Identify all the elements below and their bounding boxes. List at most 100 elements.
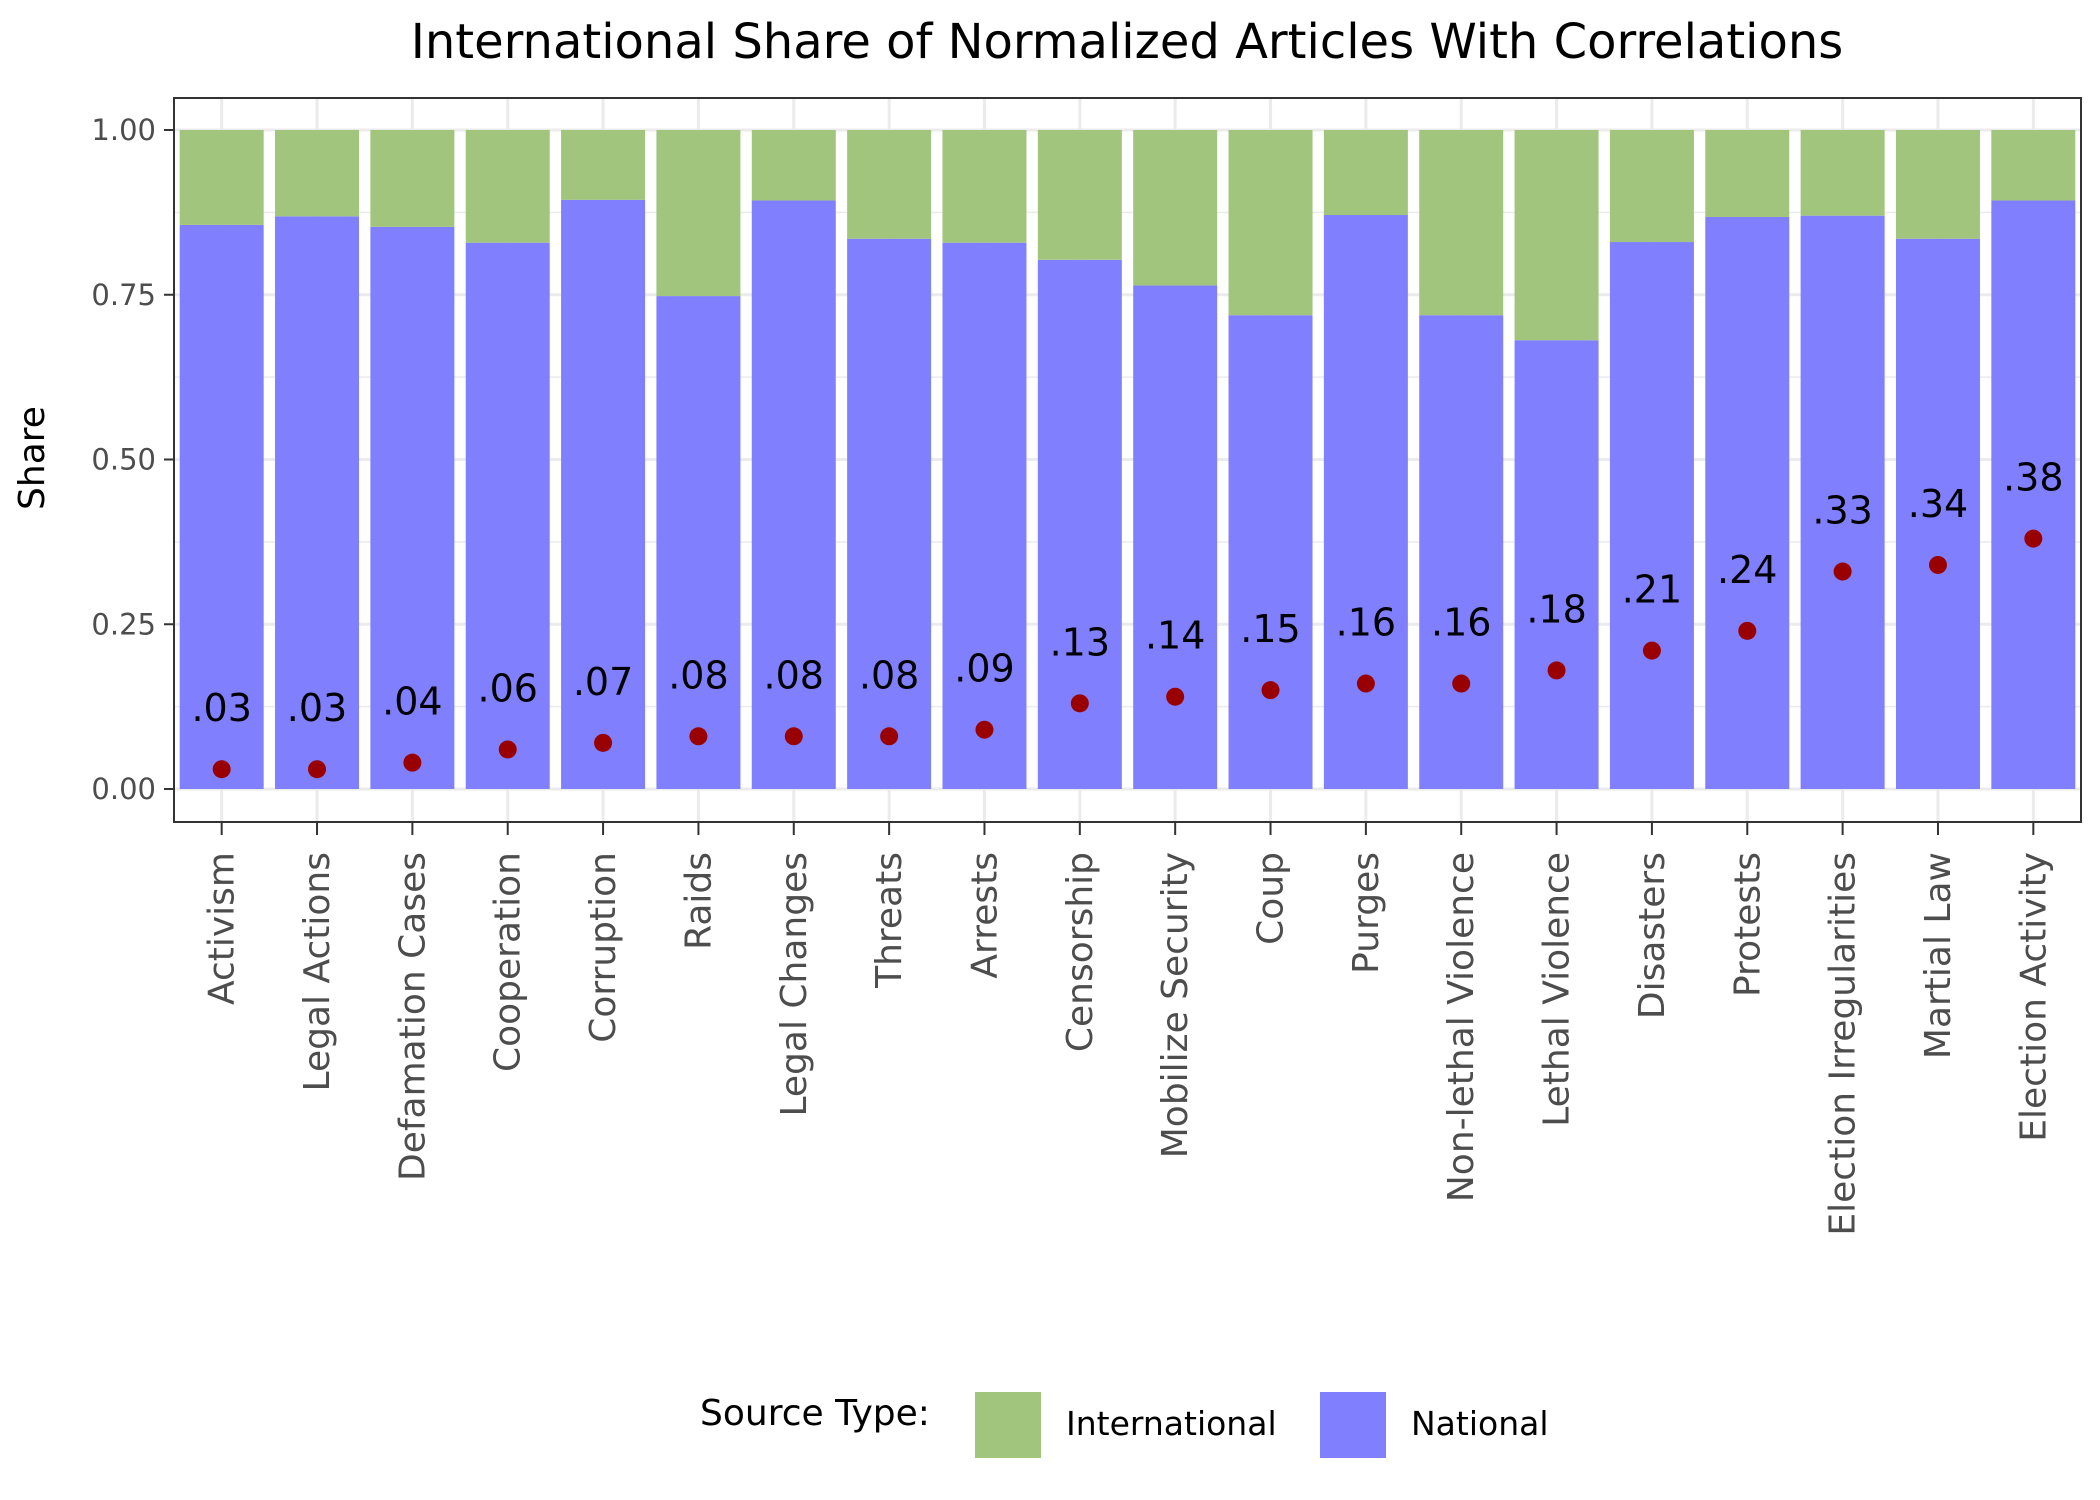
- bar-international-mobilize-security: [1133, 130, 1218, 286]
- bar-international-raids: [656, 130, 741, 297]
- correlation-label: .08: [764, 653, 824, 697]
- bar-national-threats: [847, 238, 932, 790]
- bar-international-coup: [1228, 130, 1313, 316]
- correlation-label: .09: [954, 647, 1014, 691]
- correlation-point: [1070, 694, 1089, 713]
- bar-national-mobilize-security: [1133, 285, 1218, 789]
- correlation-point: [1452, 674, 1471, 693]
- bar-national-protests: [1705, 216, 1790, 789]
- legend-key-national: [1320, 1392, 1386, 1458]
- y-tick-label: 0.00: [91, 772, 156, 806]
- legend-title: Source Type:: [700, 1393, 930, 1434]
- correlation-point: [1356, 674, 1375, 693]
- x-tick-label: Cooperation: [488, 852, 529, 1072]
- correlation-point: [1547, 661, 1566, 680]
- y-tick-label: 0.75: [91, 278, 156, 312]
- bar-international-activism: [179, 130, 264, 225]
- bar-international-protests: [1705, 130, 1790, 217]
- y-axis: 0.00 0.25 0.50 0.75 1.00: [91, 113, 174, 806]
- x-tick-label: Corruption: [583, 852, 624, 1043]
- correlation-point: [880, 727, 899, 746]
- correlation-label: .07: [573, 660, 633, 704]
- correlation-point: [1166, 687, 1185, 706]
- correlation-label: .38: [2003, 456, 2063, 500]
- bar-international-martial-law: [1895, 130, 1980, 239]
- x-tick-label: Election Activity: [2013, 852, 2054, 1142]
- correlation-point: [1833, 562, 1852, 581]
- x-tick-label: Coup: [1251, 852, 1292, 945]
- correlation-point: [403, 753, 422, 772]
- x-axis: Activism Legal Actions Defamation Cases Coo…: [202, 822, 2054, 1236]
- bar-national-coup: [1228, 315, 1313, 789]
- bar-international-corruption: [561, 130, 646, 200]
- correlation-point: [1261, 681, 1280, 700]
- chart-title: International Share of Normalized Articl…: [411, 14, 1844, 70]
- bar-national-activism: [179, 224, 264, 789]
- y-axis-title: Share: [12, 406, 53, 510]
- bar-national-arrests: [942, 242, 1027, 790]
- correlation-label: .04: [382, 680, 442, 724]
- bar-national-lethal-violence: [1514, 340, 1599, 789]
- bar-international-defamation-cases: [370, 130, 455, 227]
- correlation-point: [975, 720, 994, 739]
- correlation-point: [594, 733, 613, 752]
- bars: [179, 130, 2076, 790]
- x-tick-label: Lethal Violence: [1537, 852, 1578, 1127]
- y-tick-label: 0.50: [91, 443, 156, 477]
- correlation-label: .03: [191, 686, 251, 730]
- correlation-point: [784, 727, 803, 746]
- bar-international-legal-actions: [275, 130, 360, 217]
- correlation-label: .16: [1431, 601, 1491, 645]
- x-tick-label: Disasters: [1632, 852, 1673, 1019]
- correlation-point: [212, 760, 231, 779]
- x-tick-label: Non-lethal Violence: [1441, 852, 1482, 1202]
- correlation-points: [212, 529, 2043, 779]
- x-tick-label: Threats: [869, 852, 910, 989]
- bar-international-election-irregularities: [1800, 130, 1885, 216]
- correlation-label: .03: [287, 686, 347, 730]
- correlation-point: [308, 760, 327, 779]
- x-tick-label: Protests: [1727, 852, 1768, 997]
- bar-international-threats: [847, 130, 932, 239]
- x-tick-label: Martial Law: [1918, 852, 1959, 1059]
- correlation-label: .33: [1812, 489, 1872, 533]
- y-tick-label: 0.25: [91, 607, 156, 641]
- bar-national-purges: [1323, 215, 1408, 790]
- correlation-labels: .03 .03 .04 .06 .07 .08 .08 .08 .09 .13 .14 .15 .16.…: [191, 456, 2063, 731]
- bar-national-election-activity: [1991, 200, 2076, 789]
- legend-label-national: National: [1411, 1404, 1549, 1443]
- bar-international-lethal-violence: [1514, 130, 1599, 341]
- x-tick-label: Mobilize Security: [1155, 852, 1196, 1158]
- legend-label-international: International: [1066, 1404, 1277, 1443]
- correlation-label: .21: [1622, 568, 1682, 612]
- bar-national-raids: [656, 296, 741, 789]
- correlation-label: .13: [1050, 620, 1110, 664]
- correlation-point: [689, 727, 708, 746]
- x-tick-label: Election Irregularities: [1823, 852, 1864, 1236]
- bar-national-defamation-cases: [370, 226, 455, 790]
- bar-national-non-lethal-violence: [1419, 315, 1504, 789]
- correlation-label: .14: [1145, 614, 1205, 658]
- correlation-label: .18: [1526, 587, 1586, 631]
- bar-international-censorship: [1037, 130, 1122, 260]
- bar-national-election-irregularities: [1800, 215, 1885, 790]
- bar-national-legal-changes: [751, 200, 836, 789]
- x-tick-label: Legal Actions: [297, 852, 338, 1091]
- bar-national-disasters: [1609, 242, 1694, 789]
- correlation-label: .15: [1240, 607, 1300, 651]
- correlation-point: [1738, 621, 1757, 640]
- bar-national-cooperation: [465, 242, 550, 790]
- bar-national-legal-actions: [275, 216, 360, 790]
- correlation-label: .34: [1908, 482, 1968, 526]
- x-tick-label: Raids: [678, 852, 719, 950]
- bar-international-non-lethal-violence: [1419, 130, 1504, 316]
- correlation-point: [2024, 529, 2043, 548]
- bar-international-legal-changes: [751, 130, 836, 201]
- correlation-point: [1928, 555, 1947, 574]
- x-tick-label: Purges: [1346, 852, 1387, 974]
- bar-national-corruption: [561, 199, 646, 789]
- correlation-label: .24: [1717, 548, 1777, 592]
- x-tick-label: Defamation Cases: [392, 852, 433, 1181]
